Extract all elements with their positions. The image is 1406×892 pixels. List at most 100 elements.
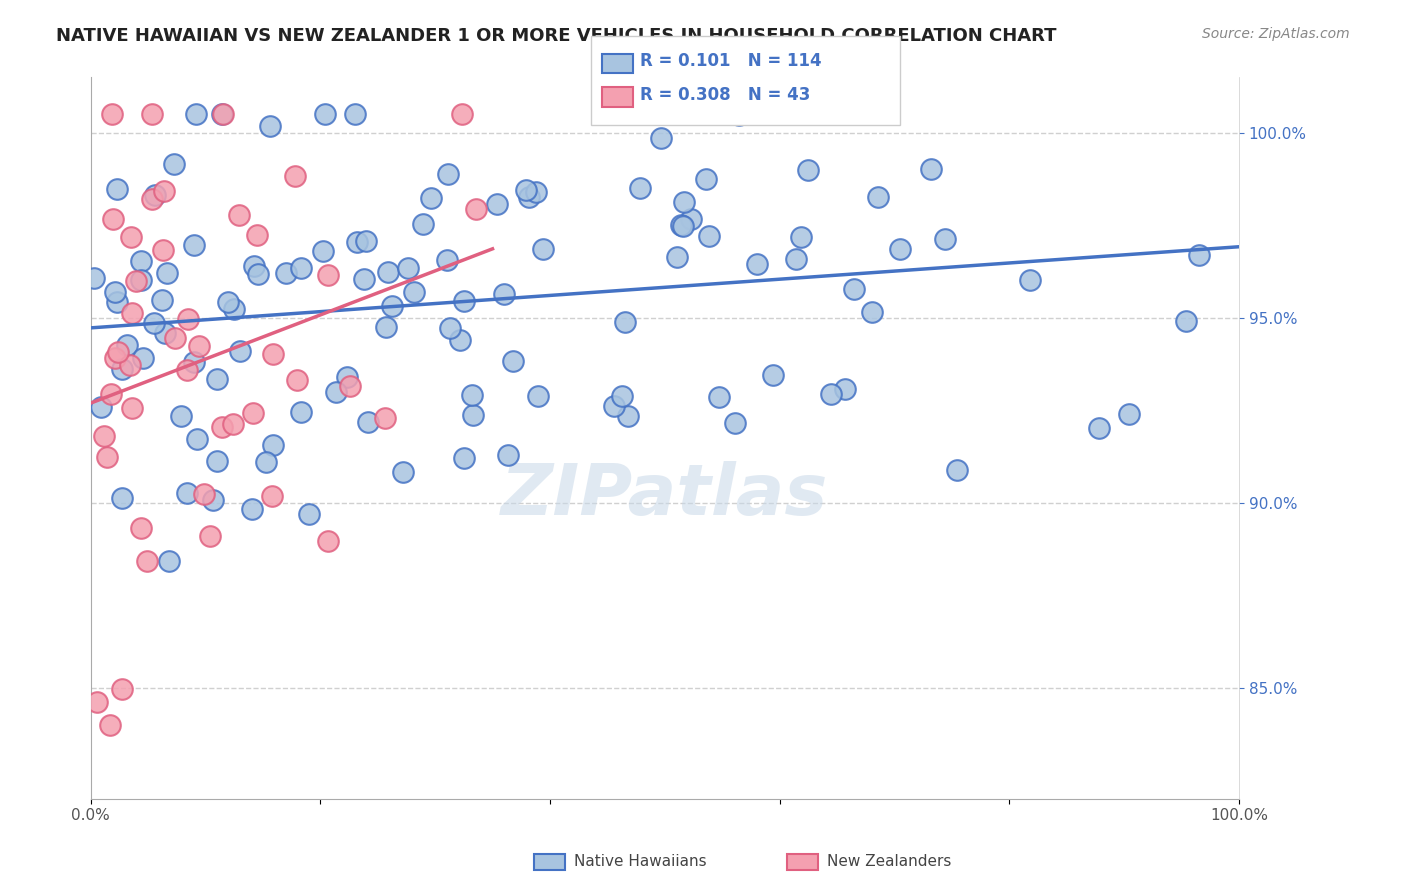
Point [104,285,127,300]
Point [217,294,239,309]
Point [396,261,419,276]
Point [200,529,222,543]
Point [143,187,166,202]
Point [404,285,426,299]
Point [336,370,359,384]
Point [246,267,269,281]
Point [211,420,233,434]
Text: New Zealanders: New Zealanders [827,855,950,869]
Point [183,355,205,369]
Point [285,373,308,387]
Point [669,218,692,232]
Point [374,410,396,425]
Point [229,344,252,359]
Point [150,293,173,307]
Point [651,107,673,121]
Point [790,230,813,244]
Point [681,212,703,227]
Point [666,251,689,265]
Point [193,487,215,501]
Point [461,409,484,423]
Point [259,119,281,133]
Point [262,347,284,361]
Point [100,387,122,401]
Point [246,227,269,242]
Point [724,417,747,431]
Point [115,338,138,352]
Text: NATIVE HAWAIIAN VS NEW ZEALANDER 1 OR MORE VEHICLES IN HOUSEHOLD CORRELATION CHA: NATIVE HAWAIIAN VS NEW ZEALANDER 1 OR MO… [56,27,1057,45]
Point [228,208,250,222]
Point [614,315,637,329]
Point [121,306,143,320]
Point [1019,273,1042,287]
Point [262,438,284,452]
Point [165,330,187,344]
Point [346,235,368,249]
Point [90,400,112,414]
Point [290,260,312,275]
Point [125,274,148,288]
Point [104,351,127,366]
Point [439,320,461,334]
Text: R = 0.308   N = 43: R = 0.308 N = 43 [640,87,810,104]
Point [141,107,163,121]
Point [695,172,717,186]
Point [381,299,404,313]
Point [132,351,155,365]
Point [157,554,180,568]
Text: Native Hawaiians: Native Hawaiians [574,855,706,869]
Point [453,294,475,309]
Point [797,163,820,178]
Point [602,399,624,413]
Point [519,190,541,204]
Point [785,252,807,267]
Point [343,107,366,121]
Point [650,131,672,145]
Point [240,502,263,516]
Point [86,695,108,709]
Point [163,157,186,171]
Point [98,718,121,732]
Point [186,432,208,446]
Point [118,358,141,372]
Point [1087,421,1109,435]
Text: ZIPatlas: ZIPatlas [501,461,828,531]
Point [156,267,179,281]
Point [437,167,460,181]
Point [460,388,482,402]
Point [183,237,205,252]
Point [339,379,361,393]
Point [820,387,842,401]
Point [176,486,198,500]
Point [1174,313,1197,327]
Point [496,448,519,462]
Point [392,465,415,479]
Point [707,390,730,404]
Point [101,212,124,227]
Point [111,362,134,376]
Point [177,311,200,326]
Point [93,429,115,443]
Point [728,108,751,122]
Point [176,363,198,377]
Point [420,191,443,205]
Point [111,681,134,696]
Point [834,107,856,121]
Point [205,454,228,468]
Point [617,409,640,424]
Point [747,257,769,271]
Point [211,107,233,121]
Point [492,287,515,301]
Point [316,268,339,282]
Point [152,243,174,257]
Point [314,107,336,121]
Point [697,229,720,244]
Point [502,353,524,368]
Point [673,195,696,210]
Point [121,401,143,415]
Point [107,182,129,196]
Point [187,339,209,353]
Point [153,326,176,341]
Point [129,254,152,268]
Point [842,282,865,296]
